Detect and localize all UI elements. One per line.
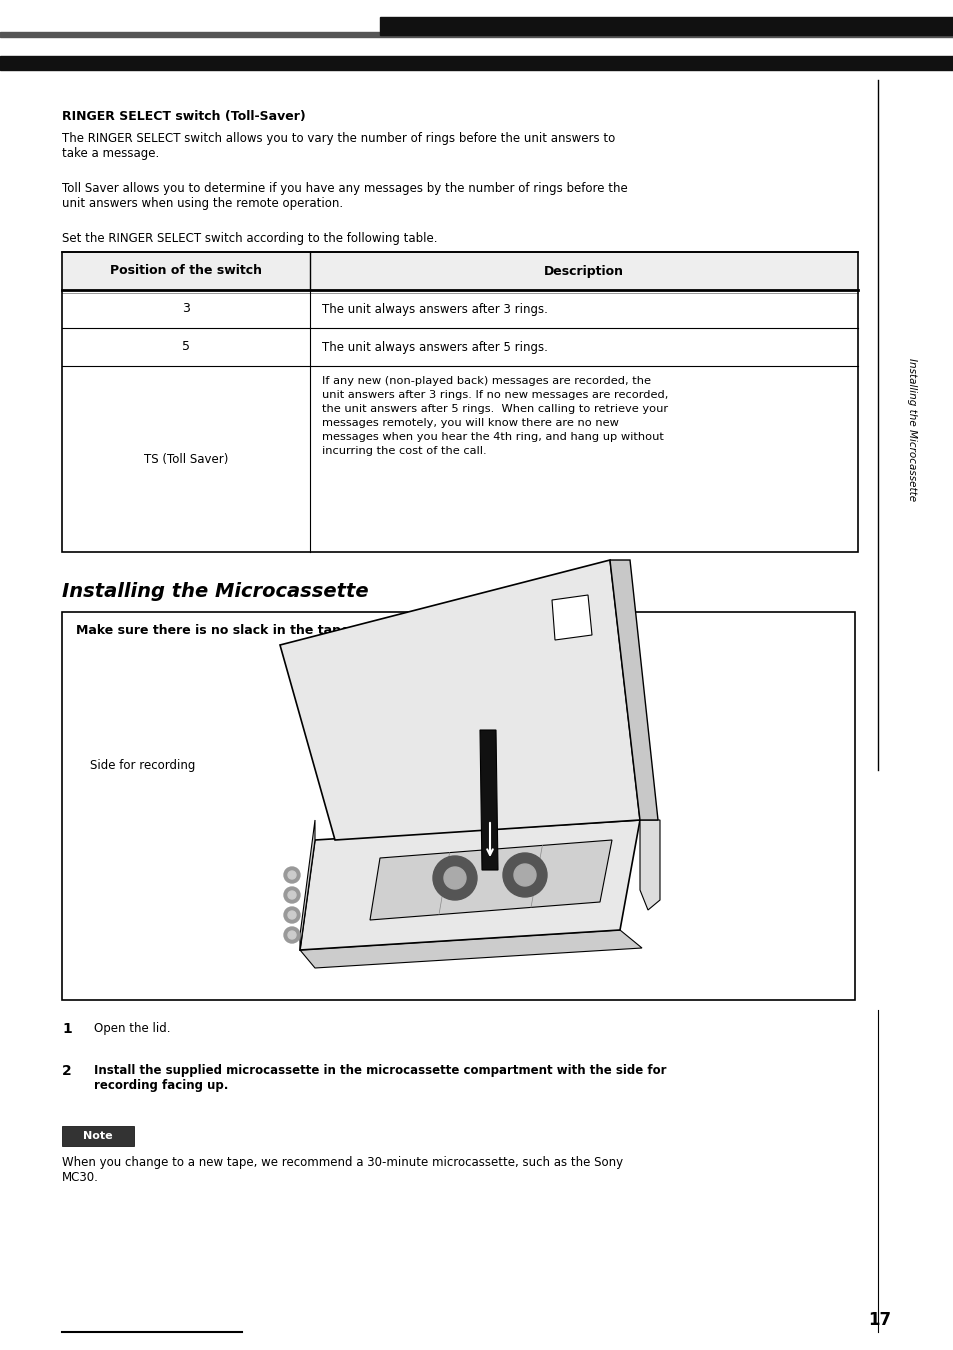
Text: Installing the Microcassette: Installing the Microcassette bbox=[62, 582, 368, 601]
Polygon shape bbox=[280, 560, 639, 840]
Text: The RINGER SELECT switch allows you to vary the number of rings before the unit : The RINGER SELECT switch allows you to v… bbox=[62, 132, 615, 161]
Bar bbox=[62, 1126, 133, 1146]
Text: 17: 17 bbox=[867, 1311, 891, 1328]
Circle shape bbox=[288, 931, 295, 940]
Circle shape bbox=[284, 867, 299, 883]
Text: Set the RINGER SELECT switch according to the following table.: Set the RINGER SELECT switch according t… bbox=[62, 232, 437, 244]
Bar bbox=[62, 612, 854, 1000]
Text: Description: Description bbox=[543, 265, 623, 278]
Circle shape bbox=[288, 911, 295, 919]
Text: Installing the Microcassette: Installing the Microcassette bbox=[906, 359, 916, 502]
Bar bbox=[62, 252, 857, 290]
Polygon shape bbox=[609, 560, 658, 819]
Text: 5: 5 bbox=[182, 340, 190, 354]
Text: The unit always answers after 3 rings.: The unit always answers after 3 rings. bbox=[322, 302, 547, 316]
Polygon shape bbox=[299, 819, 314, 950]
Polygon shape bbox=[479, 730, 497, 869]
Text: When you change to a new tape, we recommend a 30-minute microcassette, such as t: When you change to a new tape, we recomm… bbox=[62, 1156, 622, 1184]
Text: RINGER SELECT switch (Toll-Saver): RINGER SELECT switch (Toll-Saver) bbox=[62, 109, 305, 123]
Text: Open the lid.: Open the lid. bbox=[94, 1022, 171, 1035]
Text: 1: 1 bbox=[62, 1022, 71, 1035]
Circle shape bbox=[502, 853, 546, 896]
Text: Position of the switch: Position of the switch bbox=[110, 265, 262, 278]
Text: 2: 2 bbox=[62, 1064, 71, 1079]
Text: Toll Saver allows you to determine if you have any messages by the number of rin: Toll Saver allows you to determine if yo… bbox=[62, 182, 627, 211]
Bar bbox=[62, 252, 857, 552]
Bar bbox=[379, 18, 953, 35]
Polygon shape bbox=[299, 819, 639, 950]
Text: 3: 3 bbox=[182, 302, 190, 316]
Circle shape bbox=[288, 871, 295, 879]
Text: Install the supplied microcassette in the microcassette compartment with the sid: Install the supplied microcassette in th… bbox=[94, 1064, 666, 1092]
Text: The unit always answers after 5 rings.: The unit always answers after 5 rings. bbox=[322, 340, 547, 354]
Circle shape bbox=[433, 856, 476, 900]
Text: Side for recording: Side for recording bbox=[90, 759, 195, 771]
Bar bbox=[0, 32, 953, 36]
Circle shape bbox=[443, 867, 465, 890]
Bar bbox=[0, 55, 953, 70]
Polygon shape bbox=[299, 930, 641, 968]
Polygon shape bbox=[552, 595, 592, 640]
Polygon shape bbox=[370, 840, 612, 919]
Circle shape bbox=[514, 864, 536, 886]
Polygon shape bbox=[639, 819, 659, 910]
Text: Make sure there is no slack in the tape.: Make sure there is no slack in the tape. bbox=[76, 624, 354, 637]
Circle shape bbox=[284, 927, 299, 944]
Circle shape bbox=[284, 907, 299, 923]
Text: If any new (non-played back) messages are recorded, the
unit answers after 3 rin: If any new (non-played back) messages ar… bbox=[322, 377, 668, 456]
Text: TS (Toll Saver): TS (Toll Saver) bbox=[144, 452, 228, 466]
Circle shape bbox=[288, 891, 295, 899]
Circle shape bbox=[284, 887, 299, 903]
Text: Note: Note bbox=[83, 1131, 112, 1141]
